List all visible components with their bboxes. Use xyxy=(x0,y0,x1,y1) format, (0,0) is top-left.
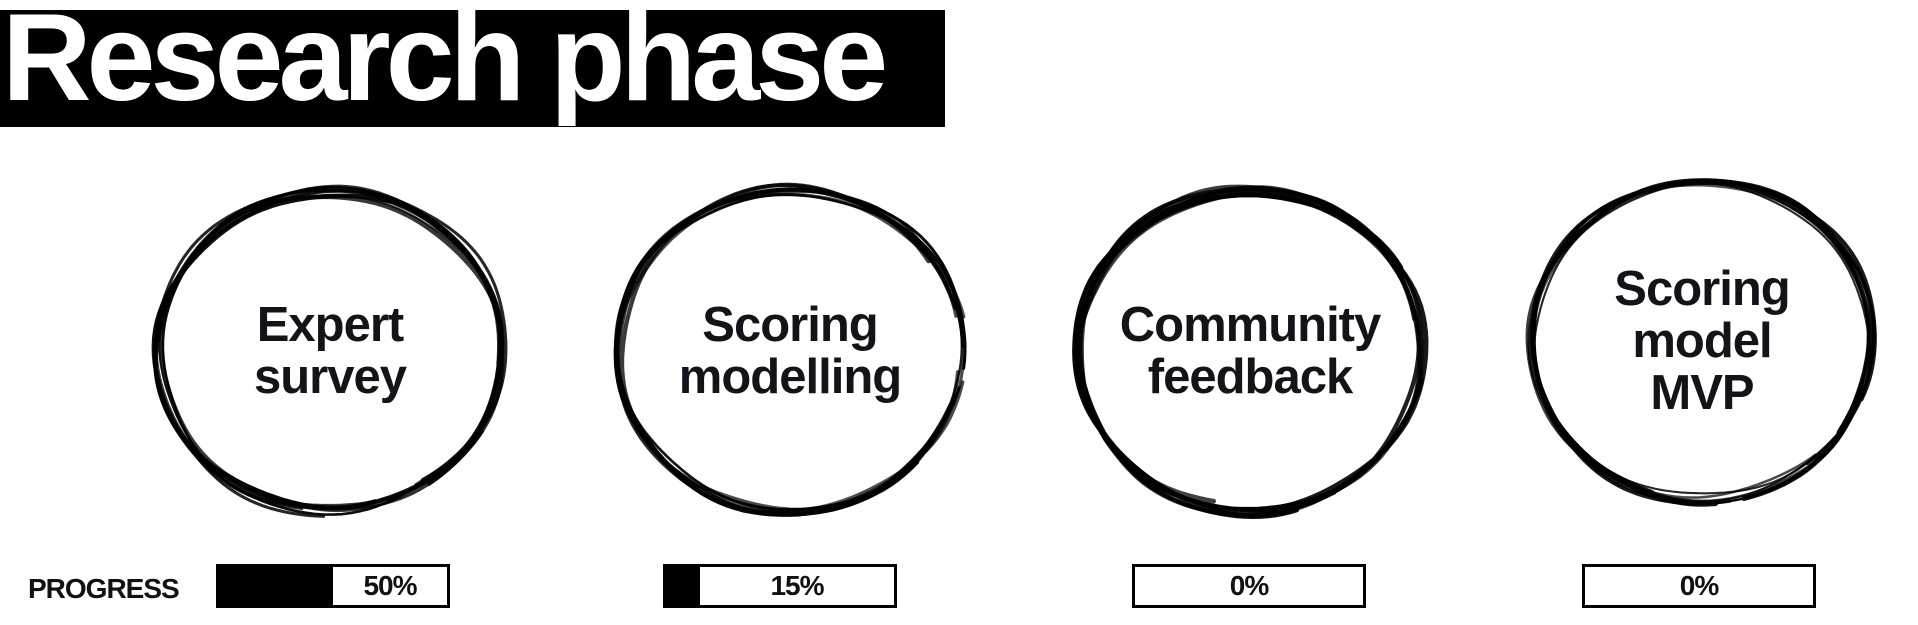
stage-label: Community feedback xyxy=(1060,176,1440,526)
brush-circle-icon xyxy=(613,182,967,517)
brush-circle-icon xyxy=(151,184,508,518)
stage-label: Scoring model MVP xyxy=(1512,166,1892,516)
progress-bar-fill xyxy=(219,567,333,605)
stage-label-line: MVP xyxy=(1650,366,1754,420)
stage-label-line: survey xyxy=(253,350,407,404)
progress-bar-fill xyxy=(666,567,700,605)
stage-label-line: Scoring xyxy=(1614,262,1790,316)
stage-label-line: model xyxy=(1632,314,1772,368)
stage-label-line: Community xyxy=(1119,298,1381,352)
brush-circle-icon xyxy=(1072,184,1429,520)
brush-stroke xyxy=(1532,183,1877,499)
title-banner: Research phase xyxy=(0,10,945,127)
progress-bar: 15% xyxy=(663,564,897,608)
stage-community-feedback: Community feedback xyxy=(1060,176,1440,526)
brush-stroke xyxy=(615,188,963,517)
progress-bar: 0% xyxy=(1582,564,1816,608)
progress-bar: 0% xyxy=(1132,564,1366,608)
stage-scoring-modelling: Scoring modelling xyxy=(600,176,980,526)
brush-stroke xyxy=(1076,185,1425,520)
progress-percent: 15% xyxy=(770,570,824,601)
stage-label-line: Scoring xyxy=(702,298,878,352)
page-title: Research phase xyxy=(2,10,888,127)
stage-label: Expert survey xyxy=(140,176,520,526)
progress-percent: 0% xyxy=(1679,570,1719,601)
stage-label: Scoring modelling xyxy=(600,176,980,526)
progress-percent: 0% xyxy=(1229,570,1269,601)
stage-label-line: modelling xyxy=(678,350,902,404)
progress-bar: 50% xyxy=(216,564,450,608)
brush-stroke xyxy=(153,184,505,510)
brush-circle-icon xyxy=(1525,178,1877,507)
brush-stroke xyxy=(1078,189,1421,516)
stage-label-line: feedback xyxy=(1147,350,1353,404)
progress-percent: 50% xyxy=(363,570,417,601)
stage-expert-survey: Expert survey xyxy=(140,176,520,526)
progress-label: PROGRESS xyxy=(28,573,180,604)
stage-scoring-model-mvp: Scoring model MVP xyxy=(1512,166,1892,516)
stage-label-line: Expert xyxy=(256,298,405,352)
